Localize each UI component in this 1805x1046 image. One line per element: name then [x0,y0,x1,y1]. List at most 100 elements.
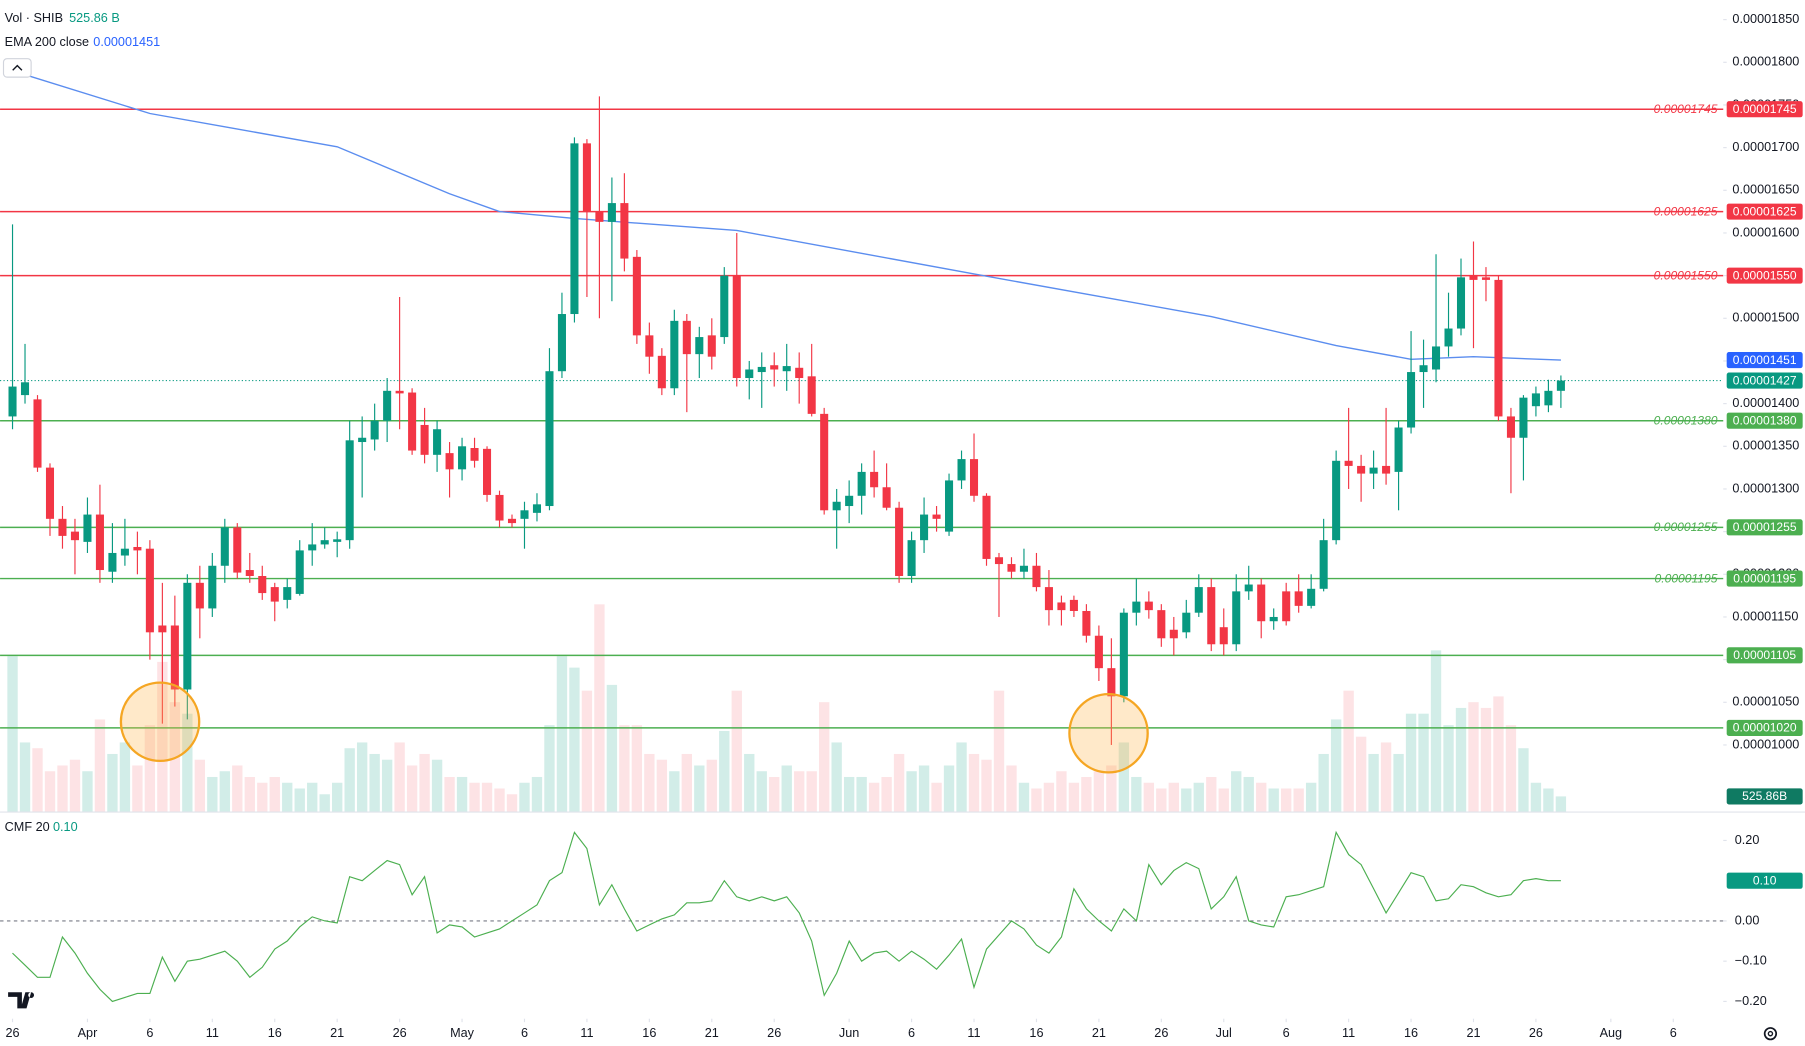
candle-body [145,548,154,633]
level-badge-box [1726,203,1803,220]
collapse-button-frame[interactable] [2,58,32,78]
x-tick-label: 6 [908,1026,915,1040]
candle-body [795,367,804,379]
volume-bar [519,782,530,812]
candle-body [782,366,791,372]
candle-body [582,143,591,212]
candle-body [45,467,55,519]
volume-bar [1231,771,1242,812]
volume-bar [381,759,393,812]
level-badge-text: 0.00001745 [1733,102,1797,116]
level-badge-text: 0.00001105 [1733,648,1796,662]
volume-bar [1380,742,1392,812]
level-badge-text: 0.00001625 [1733,204,1797,218]
volume-bar [981,759,992,812]
volume-bar [344,748,355,812]
candle-body [345,440,354,541]
candle-body [383,390,392,421]
candle-body [969,459,979,496]
candle-body [295,550,304,594]
volume-bar [918,765,930,812]
candle-body [1469,275,1478,280]
candle-body [1494,279,1503,417]
candle-body [1107,668,1116,697]
volume-bar [719,730,730,812]
candle-body [857,471,866,496]
volume-bar [606,684,618,812]
candle-body [1244,584,1253,592]
y-tick-label: 0.00001850 [1732,12,1799,26]
candle-body [1044,587,1053,611]
level-text: 0.00001745 [1654,102,1718,116]
candle-body [845,495,854,507]
volume-bar [506,794,518,812]
x-tick-label: 16 [642,1026,656,1040]
level-badge-box [1726,412,1803,429]
candle-body [445,453,454,470]
axis-layer: 0.000010000.000010500.000011000.00001150… [5,12,1803,1040]
volume-bar [1430,650,1442,812]
candle-body [957,459,966,481]
candle-body [1257,584,1266,622]
volume-bar [569,667,580,812]
volume-bar [157,661,168,812]
volume-bar [1368,753,1379,812]
candle-body [83,514,92,542]
candle-body [1007,564,1016,572]
volume-bar [144,725,156,812]
level-badge-text: 0.00001255 [1733,520,1797,534]
candle-body [1394,427,1403,472]
candle-body [520,510,529,519]
volume-bar [843,776,855,812]
candle-body [820,413,829,511]
collapse-chevron[interactable] [12,64,23,71]
ema-legend-value: 0.00001451 [93,35,160,49]
candle-body [657,355,666,389]
candle-body [1157,610,1166,639]
collapse-button[interactable] [2,58,32,78]
settings-gear-center[interactable] [1767,1030,1774,1037]
cmf-layer [0,830,1724,1003]
volume-bar [644,753,655,812]
candle-body [757,366,766,373]
x-tick-label: 11 [967,1026,980,1040]
volume-bar [1293,788,1304,812]
candle-body [358,437,367,443]
last-price-badge-text: 0.00001427 [1733,373,1797,387]
volume-bar [1518,748,1529,812]
candle-body [882,487,891,508]
x-tick-label: 6 [1283,1026,1290,1040]
settings-button[interactable] [1763,1027,1778,1041]
level-badge-box [1726,647,1803,664]
candle-body [1456,277,1466,329]
volume-bar [556,656,568,812]
volume-bar [257,782,268,812]
candle-body [557,314,566,372]
volume-bar [544,725,555,812]
volume-bar [581,690,593,812]
level-text: 0.00001380 [1654,413,1718,427]
candle-body [20,382,30,396]
volume-bar [107,753,118,812]
volume-bar [631,725,643,812]
volume-bar [1530,782,1542,812]
cmf-y-tick-label: 0.00 [1735,913,1760,927]
candle-body [1481,277,1491,280]
candle-body [707,335,716,357]
candle-body [732,275,741,379]
volume-bar [194,759,206,812]
price-layer: 0.00001745 0.00001625 0.00001550 0.00001380… [0,70,1724,745]
volume-bar [744,753,755,812]
volume-bar [182,713,193,812]
volume-bar [369,753,380,812]
candle-body [183,582,192,690]
volume-bar [1493,696,1504,812]
candle-body [1082,610,1091,636]
level-badge-box [1726,519,1803,536]
candle-body [433,429,442,455]
candle-body [620,203,629,259]
volume-legend-value: 525.86 B [69,11,120,25]
settings-gear[interactable] [1763,1027,1778,1041]
candle-body [108,552,117,572]
candle-body [1032,565,1041,588]
